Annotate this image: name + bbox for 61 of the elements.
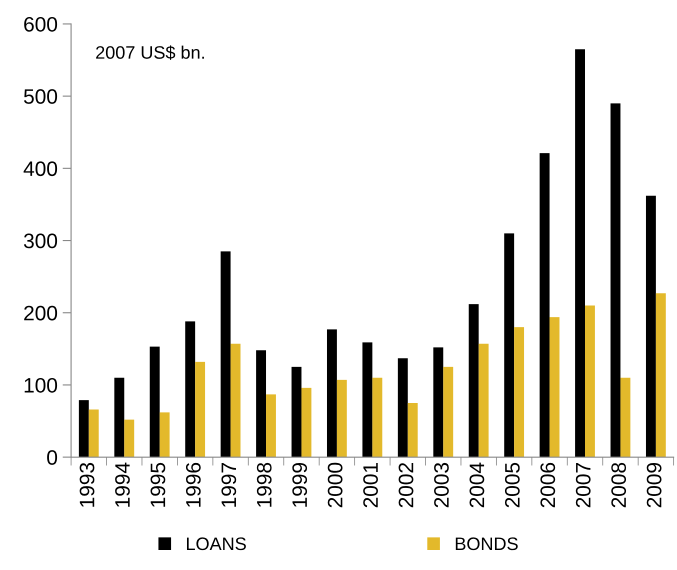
bar bbox=[620, 378, 630, 458]
bar bbox=[585, 306, 595, 458]
legend-label: LOANS bbox=[186, 537, 246, 550]
bar bbox=[195, 362, 206, 458]
x-tick-label: 2006 bbox=[540, 462, 556, 508]
x-tick-label: 1993 bbox=[80, 462, 94, 507]
bar bbox=[336, 380, 347, 458]
bar bbox=[292, 366, 302, 458]
bar bbox=[408, 402, 418, 458]
bar bbox=[160, 412, 170, 458]
bar bbox=[550, 317, 560, 458]
x-tick-label: 2008 bbox=[611, 462, 626, 508]
y-tick-label: 100 bbox=[24, 378, 58, 393]
y-tick-label: 0 bbox=[47, 450, 58, 465]
bar bbox=[514, 327, 524, 458]
bar bbox=[88, 409, 99, 458]
bar bbox=[114, 378, 124, 458]
x-tick-label: 2002 bbox=[398, 463, 414, 508]
x-tick-label: 1994 bbox=[115, 462, 130, 507]
x-tick-label: 1997 bbox=[221, 463, 236, 507]
bar bbox=[124, 420, 134, 458]
bar bbox=[504, 233, 514, 458]
y-tick-label: 600 bbox=[24, 16, 58, 32]
bar bbox=[433, 347, 444, 458]
bar bbox=[656, 293, 666, 458]
bar bbox=[256, 350, 266, 458]
bar bbox=[478, 344, 489, 458]
x-tick-label: 2009 bbox=[646, 462, 662, 508]
bar bbox=[220, 251, 231, 458]
bar bbox=[468, 304, 479, 458]
bar bbox=[610, 103, 620, 458]
bar bbox=[443, 366, 454, 458]
x-tick-label: 2007 bbox=[576, 463, 591, 508]
y-tick-label: 500 bbox=[24, 89, 58, 104]
bar bbox=[230, 344, 240, 458]
y-tick-label: 300 bbox=[24, 234, 58, 248]
bar bbox=[362, 342, 372, 458]
bar bbox=[266, 394, 276, 458]
x-tick-label: 2004 bbox=[470, 462, 484, 508]
bar bbox=[326, 329, 337, 458]
x-tick-label: 2000 bbox=[328, 462, 342, 508]
bar bbox=[301, 388, 312, 458]
bar bbox=[78, 400, 89, 458]
bar bbox=[398, 358, 408, 458]
y-tick-label: 400 bbox=[24, 161, 58, 176]
y-tick-label: 200 bbox=[24, 306, 58, 320]
bar bbox=[150, 346, 160, 458]
bar bbox=[185, 321, 196, 458]
x-tick-label: 1998 bbox=[256, 462, 272, 507]
bar bbox=[646, 196, 656, 458]
x-tick-label: 2001 bbox=[363, 463, 378, 508]
x-tick-label: 1995 bbox=[150, 462, 166, 507]
bar bbox=[575, 49, 586, 458]
x-tick-label: 1999 bbox=[292, 462, 308, 507]
annotation: 2007 US$ bn. bbox=[96, 45, 204, 60]
x-tick-label: 2003 bbox=[434, 462, 449, 508]
bar bbox=[372, 378, 382, 458]
legend-label: BONDS bbox=[456, 537, 518, 550]
bar bbox=[540, 153, 550, 458]
x-tick-label: 1996 bbox=[186, 462, 201, 507]
x-tick-label: 2005 bbox=[504, 462, 520, 508]
